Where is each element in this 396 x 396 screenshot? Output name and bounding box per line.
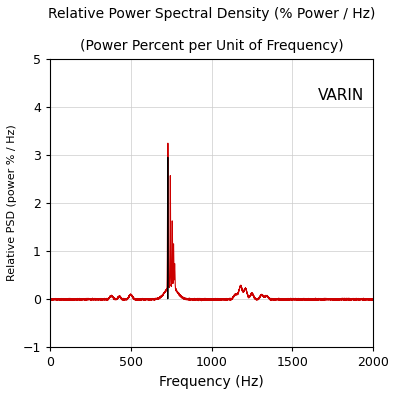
Y-axis label: Relative PSD (power % / Hz): Relative PSD (power % / Hz) [7,125,17,282]
X-axis label: Frequency (Hz): Frequency (Hz) [159,375,264,389]
Text: VARIN: VARIN [318,88,364,103]
Title: Relative Power Spectral Density (% Power / Hz)

(Power Percent per Unit of Frequ: Relative Power Spectral Density (% Power… [48,7,375,53]
